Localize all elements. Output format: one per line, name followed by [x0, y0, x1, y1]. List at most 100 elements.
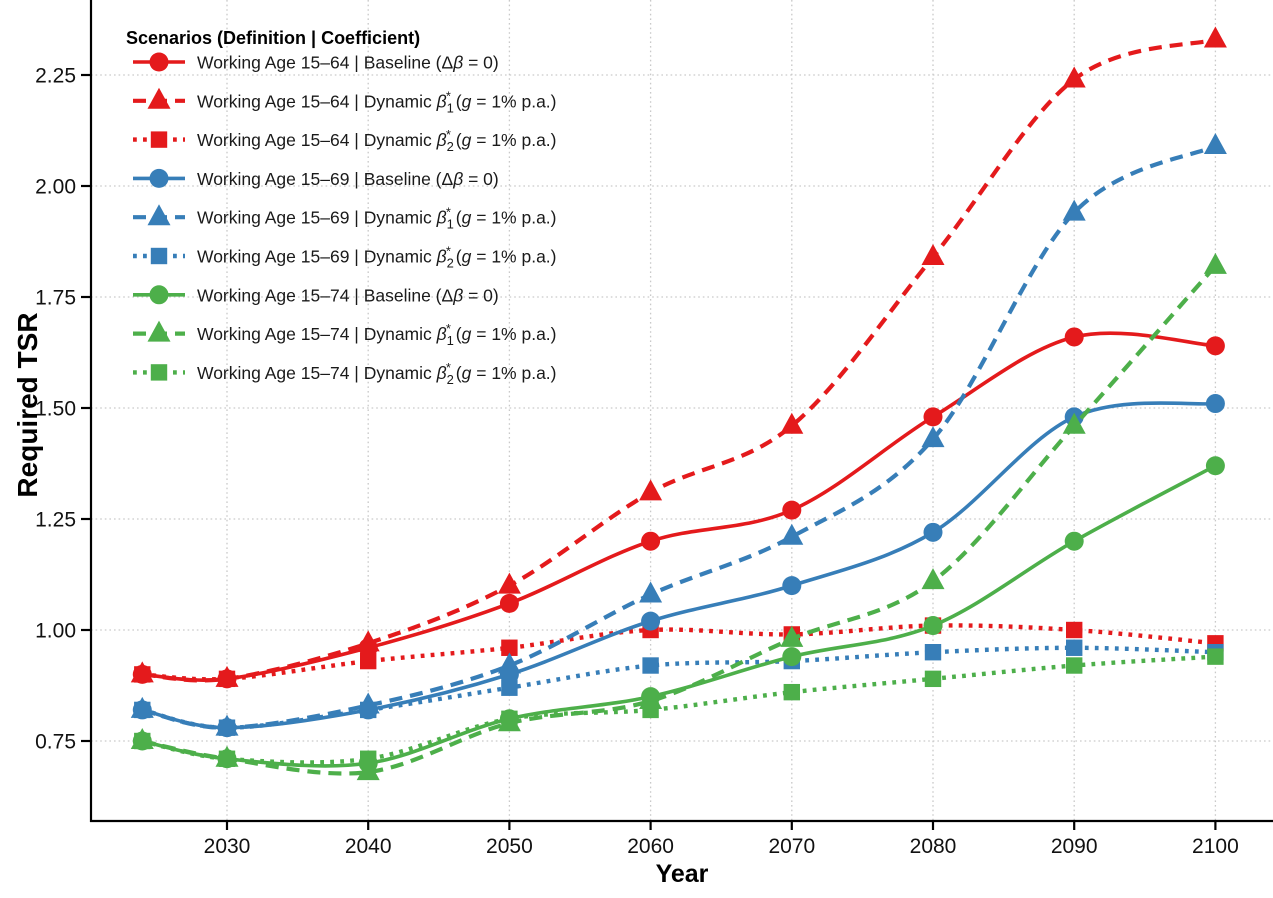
y-tick-label-2: 2.00 [35, 176, 76, 199]
legend-key-marker [147, 87, 171, 109]
y-tick-label-2.25: 2.25 [35, 65, 76, 88]
legend-key-marker [149, 168, 169, 188]
series-wa-15-69-baseline-marker-2080 [923, 522, 943, 542]
series-wa-15-64-baseline-line [140, 331, 1218, 682]
series-wa-15-64-dynamic-beta1-marker-2050 [497, 572, 521, 594]
series-wa-15-64-dynamic-beta1-marker-2100 [1203, 26, 1227, 48]
series-wa-15-74-dynamic-beta1-marker-2070 [780, 625, 804, 647]
legend-label: Working Age 15–69 | Baseline (Δβ = 0) [197, 169, 499, 189]
series-wa-15-69-baseline-marker-2060 [641, 611, 661, 631]
series-wa-15-74-dynamic-beta1-marker-2090 [1062, 412, 1086, 434]
series-wa-15-64-dynamic-beta2 [134, 617, 1224, 688]
x-axis-label: Year [656, 860, 709, 888]
series-wa-15-74-dynamic-beta2-marker-2024 [134, 732, 151, 750]
legend-item-wa-15-69-dynamic-beta1: Working Age 15–69 | Dynamic β1* (g = 1% … [133, 204, 557, 232]
legend-item-wa-15-64-dynamic-beta2: Working Age 15–64 | Dynamic β2* (g = 1% … [133, 127, 557, 154]
series-wa-15-69-dynamic-beta2-marker-2060 [642, 657, 659, 674]
series-wa-15-74-dynamic-beta1-marker-2100 [1203, 252, 1227, 274]
y-tick-label-0.75: 0.75 [35, 731, 76, 754]
legend-label: Working Age 15–74 | Baseline (Δβ = 0) [197, 285, 499, 305]
legend-key-marker [150, 364, 168, 381]
series-wa-15-74-dynamic-beta1-marker-2040 [356, 759, 380, 781]
x-tick-label-2040: 2040 [345, 835, 392, 858]
series-wa-15-69-dynamic-beta2-marker-2080 [924, 644, 942, 661]
series-wa-15-64-dynamic-beta2-marker-2090 [1066, 621, 1083, 639]
series-wa-15-64-dynamic-beta2-line [142, 623, 1216, 682]
series-wa-15-69-dynamic-beta2-marker-2030 [218, 719, 236, 736]
series-wa-15-69-dynamic-beta1-marker-2050 [497, 652, 521, 674]
series-wa-15-64-dynamic-beta1-marker-2040 [356, 630, 380, 652]
series-wa-15-64-baseline-marker-2090 [1064, 327, 1084, 347]
series-wa-15-64-dynamic-beta2-marker-2040 [360, 652, 377, 670]
series-wa-15-69-dynamic-beta2-line [141, 645, 1216, 730]
legend-key-marker [147, 320, 171, 342]
legend-label: Working Age 15–69 | Dynamic β1* (g = 1% … [197, 205, 557, 232]
y-tick-label-1.5: 1.50 [35, 398, 76, 421]
series-wa-15-74-dynamic-beta2-marker-2060 [642, 701, 659, 719]
series-wa-15-64-baseline-marker-2080 [923, 407, 943, 427]
x-tick-label-2050: 2050 [486, 835, 533, 858]
series-wa-15-74-dynamic-beta2-marker-2080 [924, 670, 942, 688]
series-wa-15-69-dynamic-beta2 [134, 639, 1224, 736]
series-wa-15-64-baseline-marker-2060 [641, 531, 661, 551]
series-wa-15-64-baseline-marker-2050 [499, 593, 519, 613]
series-wa-15-74-dynamic-beta2-line [141, 654, 1216, 765]
series-wa-15-64-dynamic-beta2-marker-2030 [218, 670, 236, 688]
series-wa-15-74-dynamic-beta2-marker-2070 [783, 683, 800, 701]
series-wa-15-74-dynamic-beta2-marker-2090 [1066, 657, 1083, 674]
series-wa-15-69-baseline-marker-2100 [1205, 394, 1225, 414]
series-wa-15-69-dynamic-beta1-marker-2060 [639, 581, 663, 603]
legend-item-wa-15-64-baseline: Working Age 15–64 | Baseline (Δβ = 0) [133, 52, 499, 73]
series-wa-15-64-dynamic-beta1-marker-2070 [780, 412, 804, 434]
series-wa-15-64-dynamic-beta1-marker-2060 [639, 479, 663, 501]
series-wa-15-64-dynamic-beta1-marker-2080 [921, 244, 945, 266]
series-wa-15-69-dynamic-beta2-marker-2040 [360, 701, 377, 719]
legend-label: Working Age 15–69 | Dynamic β2* (g = 1% … [197, 244, 557, 271]
series-wa-15-74-dynamic-beta2 [134, 648, 1224, 767]
x-tick-label-2060: 2060 [627, 835, 674, 858]
series-wa-15-69-dynamic-beta2-marker-2050 [501, 679, 518, 696]
series-wa-15-74-baseline-line [140, 463, 1218, 768]
series-wa-15-64-dynamic-beta2-marker-2024 [134, 666, 151, 683]
series-wa-15-74-dynamic-beta2-marker-2050 [501, 710, 518, 727]
series-wa-15-74-dynamic-beta1-line [141, 264, 1217, 776]
legend-key-marker [150, 247, 168, 265]
y-tick-label-1: 1.00 [35, 620, 76, 643]
series-wa-15-74-baseline-marker-2090 [1064, 531, 1084, 551]
legend-key-marker [150, 131, 168, 148]
x-tick-label-2080: 2080 [910, 835, 957, 858]
legend: Scenarios (Definition | Coefficient) Wor… [126, 28, 557, 387]
x-tick-label-2100: 2100 [1192, 835, 1239, 858]
x-tick-label-2070: 2070 [768, 835, 815, 858]
series-wa-15-64-baseline-marker-2100 [1205, 336, 1225, 356]
axes: 0.75 1.00 1.25 1.50 1.75 2.00 2.25 2030 2040 2050… [35, 0, 1273, 858]
legend-item-wa-15-64-dynamic-beta1: Working Age 15–64 | Dynamic β1* (g = 1% … [133, 87, 557, 115]
series-wa-15-74-dynamic-beta1-marker-2080 [921, 568, 945, 590]
legend-label: Working Age 15–64 | Baseline (Δβ = 0) [197, 53, 499, 73]
y-axis-label: Required TSR [12, 312, 43, 497]
series-lines [130, 26, 1227, 781]
legend-item-wa-15-74-dynamic-beta1: Working Age 15–74 | Dynamic β1* (g = 1% … [133, 320, 557, 348]
legend-label: Working Age 15–64 | Dynamic β1* (g = 1% … [197, 88, 557, 115]
legend-item-wa-15-74-dynamic-beta2: Working Age 15–74 | Dynamic β2* (g = 1% … [133, 360, 557, 387]
series-wa-15-64-dynamic-beta2-marker-2050 [501, 639, 518, 656]
x-tick-label-2030: 2030 [204, 835, 251, 858]
series-wa-15-69-dynamic-beta1-marker-2080 [921, 426, 945, 448]
legend-item-wa-15-69-dynamic-beta2: Working Age 15–69 | Dynamic β2* (g = 1% … [133, 244, 557, 271]
series-wa-15-69-baseline-line [140, 401, 1218, 730]
series-wa-15-74-dynamic-beta2-marker-2100 [1207, 648, 1224, 665]
series-wa-15-74-dynamic-beta2-marker-2030 [218, 750, 236, 767]
series-wa-15-69-dynamic-beta2-marker-2024 [134, 701, 151, 719]
series-wa-15-69-dynamic-beta1-marker-2070 [780, 523, 804, 545]
series-wa-15-64-baseline-marker-2070 [782, 500, 802, 520]
legend-label: Working Age 15–64 | Dynamic β2* (g = 1% … [197, 127, 557, 154]
series-wa-15-69-dynamic-beta1-marker-2100 [1203, 133, 1227, 155]
y-tick-label-1.25: 1.25 [35, 509, 76, 532]
legend-key-marker [147, 204, 171, 226]
series-wa-15-69-dynamic-beta1-marker-2090 [1062, 199, 1086, 221]
legend-item-wa-15-69-baseline: Working Age 15–69 | Baseline (Δβ = 0) [133, 168, 499, 189]
series-wa-15-74-baseline-marker-2100 [1205, 456, 1225, 476]
legend-key-marker [149, 52, 169, 72]
y-tick-label-1.75: 1.75 [35, 287, 76, 310]
series-wa-15-64-dynamic-beta1 [130, 26, 1227, 687]
